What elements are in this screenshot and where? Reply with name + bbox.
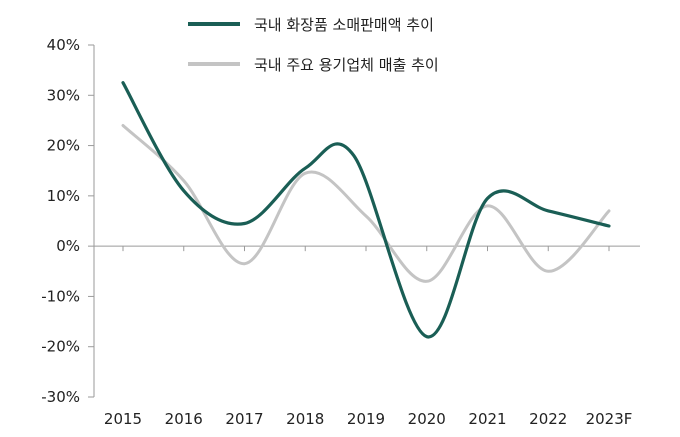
y-tick-label: -10% — [41, 287, 80, 305]
series-line-2 — [121, 124, 611, 283]
x-tick-label: 2023F — [586, 410, 633, 428]
legend-label-series-2: 국내 주요 용기업체 매출 추이 — [254, 56, 439, 74]
legend: 국내 화장품 소매판매액 추이 국내 주요 용기업체 매출 추이 — [188, 16, 439, 74]
y-tick-label: 40% — [47, 36, 80, 54]
x-tick-label: 2019 — [347, 410, 385, 428]
x-tick-label: 2018 — [286, 410, 324, 428]
x-tick-label: 2021 — [468, 410, 506, 428]
y-tick-label: 10% — [47, 187, 80, 205]
x-tick-label: 2016 — [165, 410, 203, 428]
y-tick-label: 30% — [47, 86, 80, 104]
y-axis: 40% 30% 20% 10% 0% -10% -20% -30% — [41, 36, 95, 406]
series-line-1 — [121, 81, 611, 339]
x-tick-label: 2015 — [104, 410, 142, 428]
y-tick-label: -20% — [41, 338, 80, 356]
series-layer — [121, 81, 611, 339]
x-axis: 2015 2016 2017 2018 2019 2020 2021 2022 2023F — [94, 245, 640, 428]
y-tick-label: 0% — [56, 237, 80, 255]
legend-label-series-1: 국내 화장품 소매판매액 추이 — [254, 16, 434, 34]
x-tick-label: 2022 — [529, 410, 567, 428]
x-tick-label: 2017 — [225, 410, 263, 428]
y-tick-label: 20% — [47, 137, 80, 155]
x-tick-label: 2020 — [408, 410, 446, 428]
y-tick-label: -30% — [41, 388, 80, 406]
